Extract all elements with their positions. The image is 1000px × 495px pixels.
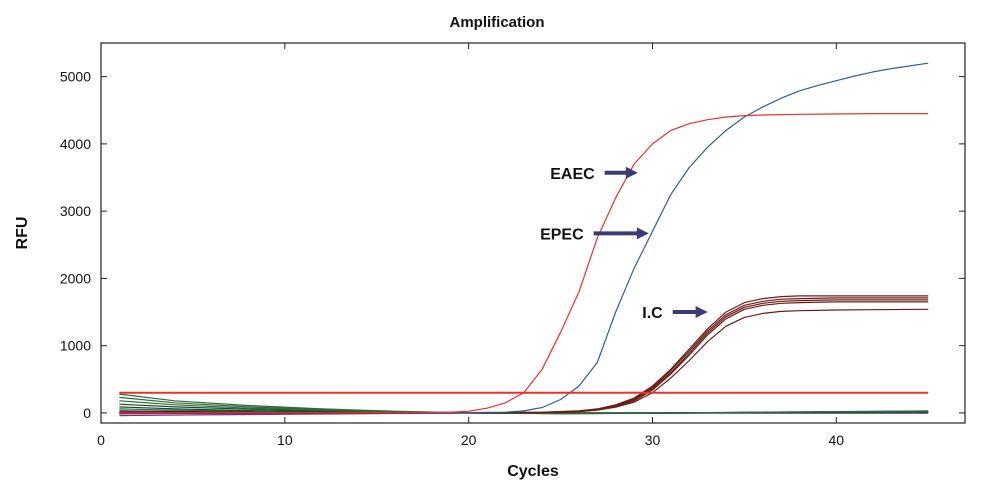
x-tick-label: 40 <box>829 432 845 448</box>
series-line-2 <box>119 295 929 414</box>
y-tick-label: 0 <box>83 405 91 421</box>
annotation-arrow-head <box>625 166 638 179</box>
series-line-1 <box>119 62 929 414</box>
x-tick-label: 30 <box>645 432 661 448</box>
plot-area-frame <box>100 42 966 424</box>
series-layer <box>119 62 929 417</box>
series-line-4 <box>119 299 929 414</box>
x-tick-label: 10 <box>277 432 293 448</box>
series-line-6 <box>119 308 929 415</box>
chart-title: Amplification <box>449 14 544 31</box>
series-line-3 <box>119 297 929 414</box>
axis-ticks: 0 10 20 30 40 0 1000 2000 3000 4000 5000 <box>60 43 965 448</box>
y-tick-label: 4000 <box>60 136 91 152</box>
series-line-0 <box>119 112 929 414</box>
annotation-arrow-head <box>695 306 708 319</box>
y-tick-label: 1000 <box>60 338 91 354</box>
y-tick-label: 3000 <box>60 203 91 219</box>
annotation-arrow-head <box>636 227 649 240</box>
series-line-5 <box>119 301 929 414</box>
x-axis-label: Cycles <box>507 463 559 480</box>
y-tick-label: 5000 <box>60 69 91 85</box>
x-tick-label: 0 <box>97 432 105 448</box>
annotation-label: EPEC <box>540 226 584 243</box>
annotation-label: EAEC <box>550 166 595 183</box>
annotations: EAEC EPEC I.C <box>540 166 708 322</box>
x-tick-label: 20 <box>461 432 477 448</box>
y-axis-label: RFU <box>14 217 31 250</box>
y-tick-label: 2000 <box>60 270 91 286</box>
annotation-label: I.C <box>642 305 663 322</box>
